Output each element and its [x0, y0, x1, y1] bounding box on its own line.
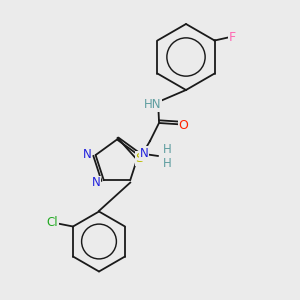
Text: HN: HN [144, 98, 162, 112]
Text: Cl: Cl [47, 216, 58, 230]
Text: F: F [229, 31, 236, 44]
Text: N: N [83, 148, 92, 161]
Text: N: N [92, 176, 100, 189]
Text: O: O [179, 119, 188, 132]
Text: H: H [163, 157, 171, 169]
Text: S: S [135, 152, 144, 165]
Text: H: H [163, 143, 171, 156]
Text: N: N [140, 147, 148, 160]
